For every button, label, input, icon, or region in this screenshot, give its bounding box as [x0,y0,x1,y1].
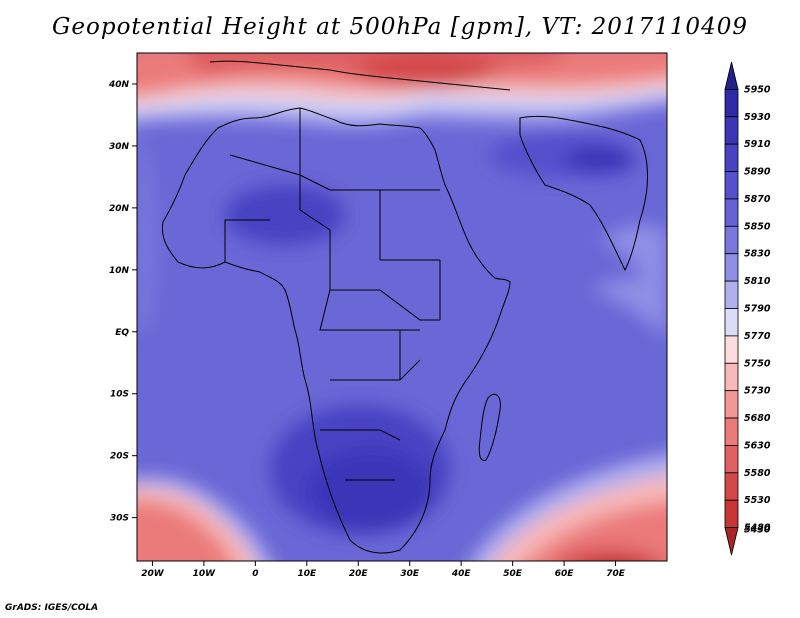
colorbar-swatch [724,171,739,200]
map-title: Geopotential Height at 500hPa [gpm], VT:… [52,14,748,40]
lon-tick-label: 20E [349,569,369,579]
colorbar-swatch [724,143,739,172]
colorbar: 5950 5930 5910 5890 5870 5850 5830 5810 5790 5770… [724,61,771,556]
colorbar-label: 5750 [744,358,771,369]
colorbar-label: 5890 [744,167,771,178]
colorbar-label: 5680 [744,413,771,424]
colorbar-label: 5810 [744,276,771,287]
colorbar-swatch [724,472,739,501]
colorbar-label: 5580 [744,468,771,479]
colorbar-label: 5850 [744,221,771,232]
lon-tick-label: 60E [555,569,575,579]
lon-tick-label: 10W [193,569,217,579]
colorbar-swatch [724,253,739,282]
colorbar-label: 5770 [744,331,771,342]
lon-tick-label: 30E [400,569,420,579]
height-field [137,53,667,561]
lat-tick-label: 20S [110,452,129,462]
grads-credit: GrADS: IGES/COLA [5,603,99,613]
colorbar-label: 5480 [744,523,771,534]
lon-tick-label: 70E [606,569,626,579]
colorbar-label: 5830 [744,249,771,260]
colorbar-swatch [724,116,739,145]
lat-tick-label: EQ [115,328,129,338]
colorbar-swatch [724,198,739,227]
lon-tick-label: 10E [297,569,317,579]
colorbar-swatch [724,308,739,337]
colorbar-label: 5910 [744,139,771,150]
lat-tick-label: 10S [110,390,129,400]
colorbar-swatch [724,527,739,556]
lat-tick-label: 20N [109,204,130,214]
lat-tick-label: 30S [110,514,129,524]
colorbar-label: 5630 [744,440,771,451]
colorbar-swatch [724,390,739,419]
colorbar-swatch [724,280,739,309]
colorbar-label: 5530 [744,495,771,506]
latitude-axis: 40N 30N 20N 10N EQ 10S 20S 30S [108,80,137,524]
lat-tick-label: 40N [108,80,130,90]
lon-tick-label: 20W [141,569,165,579]
lon-tick-label: 50E [503,569,523,579]
colorbar-swatch [724,61,739,90]
colorbar-swatch [724,88,739,118]
lat-tick-label: 30N [109,142,130,152]
colorbar-label: 5950 [744,84,771,95]
coastlines [161,60,648,554]
colorbar-label: 5870 [744,194,771,205]
colorbar-swatch [724,445,739,474]
colorbar-swatch [724,335,739,364]
plot-frame [136,52,668,562]
colorbar-label: 5790 [744,304,771,315]
longitude-axis: 20W 10W 0 10E 20E 30E 40E 50E 60E 70E [141,561,626,579]
colorbar-label: 5730 [744,386,771,397]
colorbar-label: 5930 [744,112,771,123]
lat-tick-label: 10N [109,266,130,276]
colorbar-swatch [724,417,739,446]
lon-tick-label: 0 [252,569,258,579]
colorbar-swatch [724,225,739,255]
colorbar-label: 5430 [744,525,771,536]
colorbar-swatch [724,362,739,392]
colorbar-swatch [724,499,739,529]
lon-tick-label: 40E [451,569,472,579]
